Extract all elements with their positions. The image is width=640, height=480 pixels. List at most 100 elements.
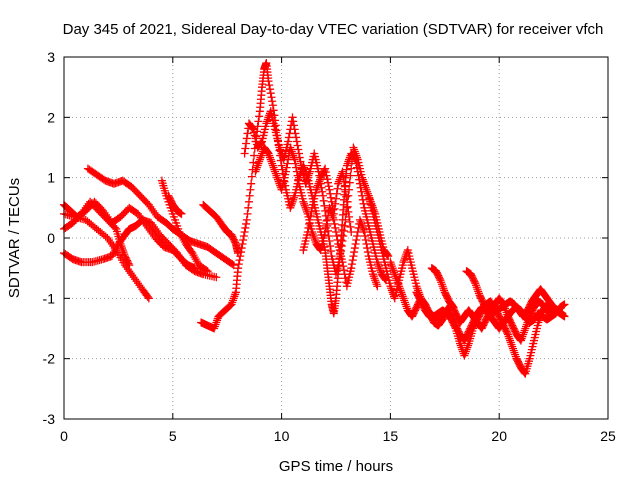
data-point <box>211 320 220 329</box>
data-point <box>144 294 153 303</box>
data-point <box>363 187 372 196</box>
data-point <box>244 197 253 206</box>
data-point <box>437 280 446 289</box>
series-track-b <box>60 209 153 303</box>
data-point <box>462 345 471 354</box>
data-point <box>461 347 470 356</box>
data-point <box>178 234 187 242</box>
data-point <box>125 261 134 270</box>
data-point <box>236 252 245 261</box>
data-point <box>347 264 356 273</box>
data-point <box>380 274 389 283</box>
data-point <box>518 332 527 341</box>
data-point <box>390 292 399 301</box>
data-point <box>270 165 279 174</box>
data-point <box>242 139 251 148</box>
data-point <box>520 368 529 377</box>
data-point <box>265 81 274 90</box>
data-point <box>177 209 186 218</box>
data-point <box>308 229 317 238</box>
data-point <box>350 147 359 156</box>
data-point <box>296 157 305 166</box>
series-track-i <box>197 59 391 333</box>
data-point <box>227 300 236 309</box>
data-point <box>355 215 364 224</box>
data-point <box>263 117 272 126</box>
data-point <box>440 286 449 295</box>
data-point <box>503 330 512 339</box>
data-point <box>534 318 543 327</box>
data-point <box>254 159 263 168</box>
data-point <box>273 173 282 182</box>
data-point <box>202 266 211 275</box>
data-point <box>508 342 517 351</box>
data-point <box>360 179 369 188</box>
data-point <box>142 221 151 230</box>
data-point <box>397 288 406 297</box>
data-point <box>287 147 296 156</box>
data-point <box>310 236 319 245</box>
x-tick-label: 5 <box>169 428 177 444</box>
data-point <box>276 147 285 156</box>
data-point <box>266 155 275 164</box>
data-point <box>356 217 365 226</box>
data-point <box>315 177 324 186</box>
data-point <box>267 93 276 102</box>
data-point <box>359 177 368 186</box>
data-point <box>302 205 311 214</box>
data-point <box>521 324 530 333</box>
data-point <box>256 153 265 162</box>
data-point <box>334 179 343 188</box>
data-point <box>238 240 247 249</box>
data-point <box>147 218 156 227</box>
data-point <box>398 290 407 299</box>
data-point <box>449 303 458 312</box>
data-point <box>275 143 284 152</box>
chart-title: Day 345 of 2021, Sidereal Day-to-day VTE… <box>63 21 604 38</box>
data-point <box>293 171 302 180</box>
data-point <box>123 265 132 274</box>
data-point <box>283 159 292 168</box>
data-point <box>133 279 142 288</box>
data-point <box>267 157 276 166</box>
data-point <box>463 343 472 352</box>
data-point <box>316 175 325 184</box>
data-point <box>213 316 222 325</box>
data-point <box>471 279 480 288</box>
data-point <box>331 223 340 232</box>
data-point <box>347 260 356 269</box>
data-point <box>242 219 251 228</box>
data-point <box>141 219 150 228</box>
data-point <box>511 352 520 361</box>
data-point <box>439 284 448 293</box>
data-point <box>331 199 340 208</box>
data-point <box>266 89 275 98</box>
data-point <box>300 201 309 210</box>
data-point <box>326 247 335 256</box>
data-point <box>294 145 303 154</box>
data-point <box>289 193 298 202</box>
data-point <box>240 227 249 236</box>
data-point <box>287 199 296 208</box>
data-point <box>358 175 367 184</box>
data-point <box>229 261 238 270</box>
data-point <box>517 334 526 343</box>
data-point <box>302 177 311 186</box>
data-point <box>353 153 362 162</box>
data-point <box>242 215 251 224</box>
data-point <box>249 158 258 167</box>
data-point <box>400 254 409 263</box>
data-point <box>345 178 354 187</box>
series-track-o <box>427 264 458 312</box>
grid-lines <box>64 57 608 419</box>
data-point <box>109 242 118 251</box>
data-point <box>363 189 372 198</box>
data-point <box>386 258 395 267</box>
data-point <box>371 278 380 287</box>
data-point <box>255 155 264 164</box>
data-point <box>272 171 281 180</box>
series-track-f <box>157 176 212 276</box>
data-point <box>177 231 186 240</box>
data-point <box>368 270 377 279</box>
data-point <box>231 290 240 299</box>
